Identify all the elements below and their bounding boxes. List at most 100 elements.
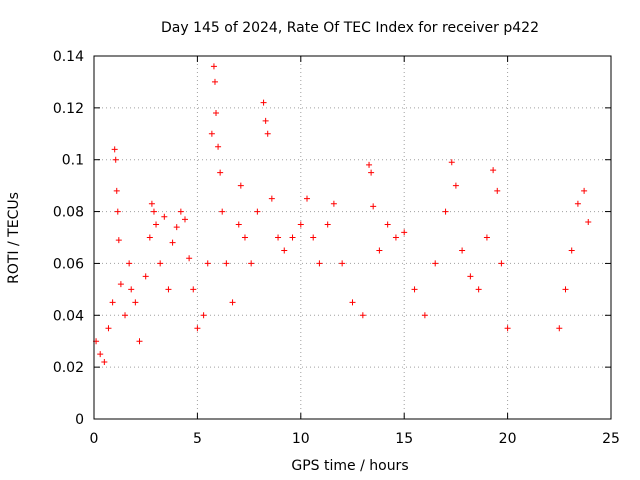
data-point: [411, 286, 418, 293]
data-point: [248, 260, 255, 267]
data-point: [376, 247, 383, 254]
x-tick-label: 25: [602, 431, 620, 447]
data-point: [339, 260, 346, 267]
y-tick-label: 0.08: [53, 205, 84, 221]
data-point: [148, 200, 155, 207]
data-point: [442, 208, 449, 215]
x-tick-label: 0: [90, 431, 99, 447]
data-point: [113, 187, 120, 194]
data-point: [452, 182, 459, 189]
data-point: [157, 260, 164, 267]
y-tick-label: 0.14: [53, 49, 84, 65]
data-point: [366, 161, 373, 168]
data-point: [215, 143, 222, 150]
data-point: [181, 216, 188, 223]
data-point: [475, 286, 482, 293]
data-point: [132, 299, 139, 306]
data-point: [421, 312, 428, 319]
data-point: [200, 312, 207, 319]
x-tick-label: 20: [499, 431, 517, 447]
x-tick-label: 10: [292, 431, 310, 447]
data-point: [260, 99, 267, 106]
data-point: [223, 260, 230, 267]
data-point: [128, 286, 135, 293]
data-point: [483, 234, 490, 241]
axis-ticks: 0 0.02 0.04 0.06 0.08 0.1 0.12 0.14 0 5 10 15 20 25: [53, 49, 620, 447]
data-point: [556, 325, 563, 332]
data-point: [142, 273, 149, 280]
data-point: [467, 273, 474, 280]
y-tick-label: 0.1: [62, 153, 84, 169]
data-point: [254, 208, 261, 215]
data-point: [330, 200, 337, 207]
y-tick-label: 0: [75, 412, 84, 428]
data-point: [324, 221, 331, 228]
data-point: [161, 213, 168, 220]
grid: [94, 56, 611, 419]
data-point: [114, 208, 121, 215]
y-tick-label: 0.12: [53, 101, 84, 117]
data-point: [316, 260, 323, 267]
data-point: [211, 78, 218, 85]
data-point: [490, 167, 497, 174]
data-point: [109, 299, 116, 306]
data-point: [229, 299, 236, 306]
data-point: [498, 260, 505, 267]
x-tick-label: 15: [395, 431, 413, 447]
data-point: [146, 234, 153, 241]
data-point: [448, 159, 455, 166]
data-point: [194, 325, 201, 332]
data-point: [310, 234, 317, 241]
data-point: [289, 234, 296, 241]
data-point: [359, 312, 366, 319]
data-points: [93, 63, 592, 365]
data-point: [173, 224, 180, 231]
data-point: [304, 195, 311, 202]
data-point: [237, 182, 244, 189]
data-point: [268, 195, 275, 202]
data-point: [210, 63, 217, 70]
data-point: [349, 299, 356, 306]
data-point: [459, 247, 466, 254]
y-tick-label: 0.04: [53, 308, 84, 324]
plot-frame: [93, 55, 612, 420]
data-point: [368, 169, 375, 176]
data-point: [208, 130, 215, 137]
data-point: [115, 237, 122, 244]
data-point: [117, 281, 124, 288]
data-point: [370, 203, 377, 210]
data-point: [581, 187, 588, 194]
data-point: [126, 260, 133, 267]
data-point: [504, 325, 511, 332]
data-point: [122, 312, 129, 319]
data-point: [392, 234, 399, 241]
data-point: [136, 338, 143, 345]
data-point: [562, 286, 569, 293]
data-point: [219, 208, 226, 215]
data-point: [401, 229, 408, 236]
data-point: [264, 130, 271, 137]
data-point: [101, 358, 108, 365]
data-point: [262, 117, 269, 124]
data-point: [165, 286, 172, 293]
data-point: [217, 169, 224, 176]
data-point: [153, 221, 160, 228]
data-point: [432, 260, 439, 267]
data-point: [568, 247, 575, 254]
data-point: [112, 156, 119, 163]
chart-title: Day 145 of 2024, Rate Of TEC Index for r…: [161, 20, 539, 36]
data-point: [111, 146, 118, 153]
data-point: [169, 239, 176, 246]
data-point: [281, 247, 288, 254]
data-point: [574, 200, 581, 207]
data-point: [213, 110, 220, 117]
data-point: [384, 221, 391, 228]
x-axis-label: GPS time / hours: [291, 458, 408, 474]
data-point: [235, 221, 242, 228]
data-point: [150, 208, 157, 215]
x-tick-label: 5: [193, 431, 202, 447]
data-point: [177, 208, 184, 215]
y-axis-label: ROTI / TECUs: [6, 192, 22, 284]
y-tick-label: 0.02: [53, 360, 84, 376]
